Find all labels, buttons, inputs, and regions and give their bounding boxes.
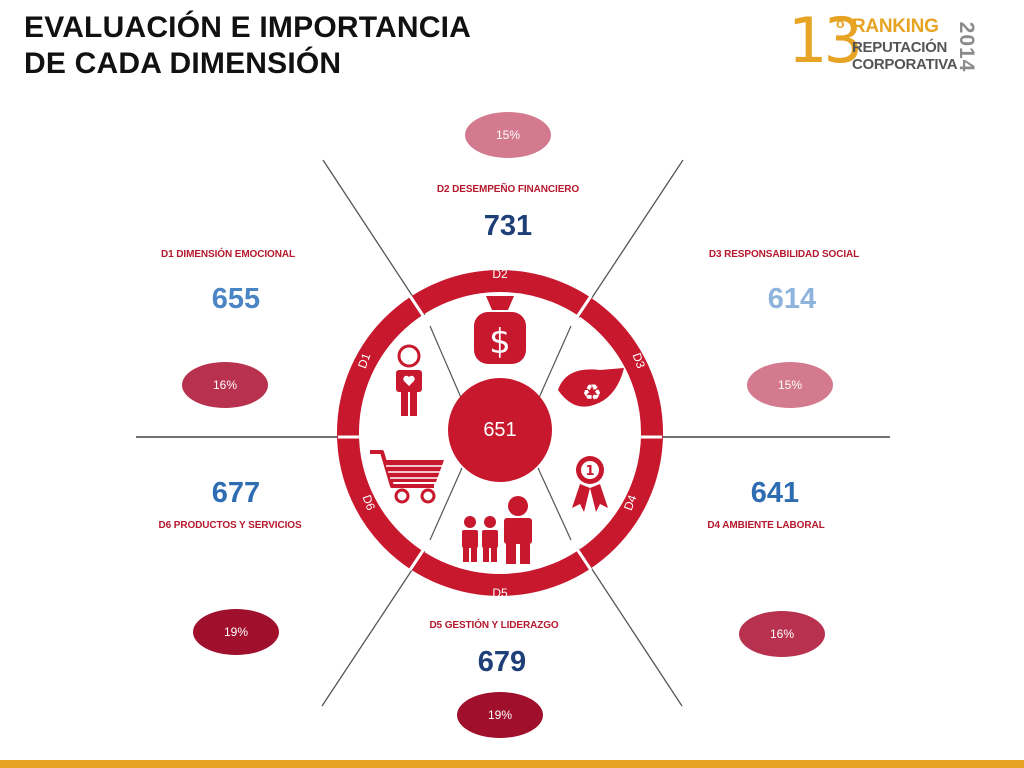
weight-badge-d4: 16% bbox=[739, 611, 825, 657]
page-title-line-1: EVALUACIÓN E IMPORTANCIA bbox=[24, 11, 472, 44]
ring-label-d6: D6 bbox=[360, 493, 379, 513]
dimension-score-d4: 641 bbox=[750, 477, 800, 509]
award-ribbon-icon: 1 bbox=[572, 456, 608, 512]
ranking-logo: 13 o RANKING REPUTACIÓN CORPORATIVA 2014 bbox=[788, 6, 988, 82]
person-heart-icon bbox=[396, 344, 422, 416]
recycle-leaf-icon: ♻ bbox=[558, 368, 624, 407]
ring-label-d2: D2 bbox=[492, 267, 508, 281]
dimension-score-d6: 677 bbox=[211, 477, 261, 509]
dimension-score-d3: 614 bbox=[767, 283, 817, 315]
ring-label-d3: D3 bbox=[630, 351, 649, 371]
logo-corporativa: CORPORATIVA bbox=[852, 56, 958, 73]
weight-badge-d6: 19% bbox=[193, 609, 279, 655]
dimension-score-d1: 655 bbox=[211, 283, 261, 315]
svg-text:$: $ bbox=[489, 322, 511, 362]
dimension-label-d2: D2 DESEMPEÑO FINANCIERO bbox=[436, 184, 580, 195]
svg-text:1: 1 bbox=[585, 464, 594, 479]
weight-badge-d3: 15% bbox=[747, 362, 833, 408]
weight-badge-d5: 19% bbox=[457, 692, 543, 738]
logo-ordinal: o bbox=[836, 15, 845, 31]
ring-label-d4: D4 bbox=[621, 493, 640, 513]
money-bag-icon: $ bbox=[474, 296, 526, 364]
svg-text:♻: ♻ bbox=[582, 381, 602, 406]
page-title: EVALUACIÓN E IMPORTANCIA DE CADA DIMENSI… bbox=[24, 10, 471, 82]
shopping-cart-icon bbox=[370, 450, 444, 504]
dimension-label-d4: D4 AMBIENTE LABORAL bbox=[707, 520, 825, 531]
dimension-score-d2: 731 bbox=[483, 210, 533, 242]
center-score: 651 bbox=[483, 419, 517, 441]
center-circle bbox=[448, 378, 552, 482]
ring-label-d1: D1 bbox=[355, 351, 374, 371]
people-group-icon bbox=[462, 496, 532, 564]
outer-ring bbox=[337, 270, 663, 596]
dimension-label-d1: D1 DIMENSIÓN EMOCIONAL bbox=[161, 249, 295, 260]
dimension-label-d6: D6 PRODUCTOS Y SERVICIOS bbox=[158, 520, 302, 531]
dimension-score-d5: 679 bbox=[477, 646, 527, 678]
logo-reputacion: REPUTACIÓN bbox=[852, 39, 948, 56]
weight-badge-d2: 15% bbox=[465, 112, 551, 158]
dimension-label-d5: D5 GESTIÓN Y LIDERAZGO bbox=[429, 620, 559, 631]
page-title-line-2: DE CADA DIMENSIÓN bbox=[24, 47, 342, 80]
footer-accent-bar bbox=[0, 760, 1024, 768]
logo-number: 13 bbox=[788, 4, 863, 77]
logo-ranking: RANKING bbox=[852, 16, 939, 37]
ring-label-d5: D5 bbox=[492, 586, 508, 600]
weight-badge-d1: 16% bbox=[182, 362, 268, 408]
dimension-label-d3: D3 RESPONSABILIDAD SOCIAL bbox=[708, 249, 860, 260]
